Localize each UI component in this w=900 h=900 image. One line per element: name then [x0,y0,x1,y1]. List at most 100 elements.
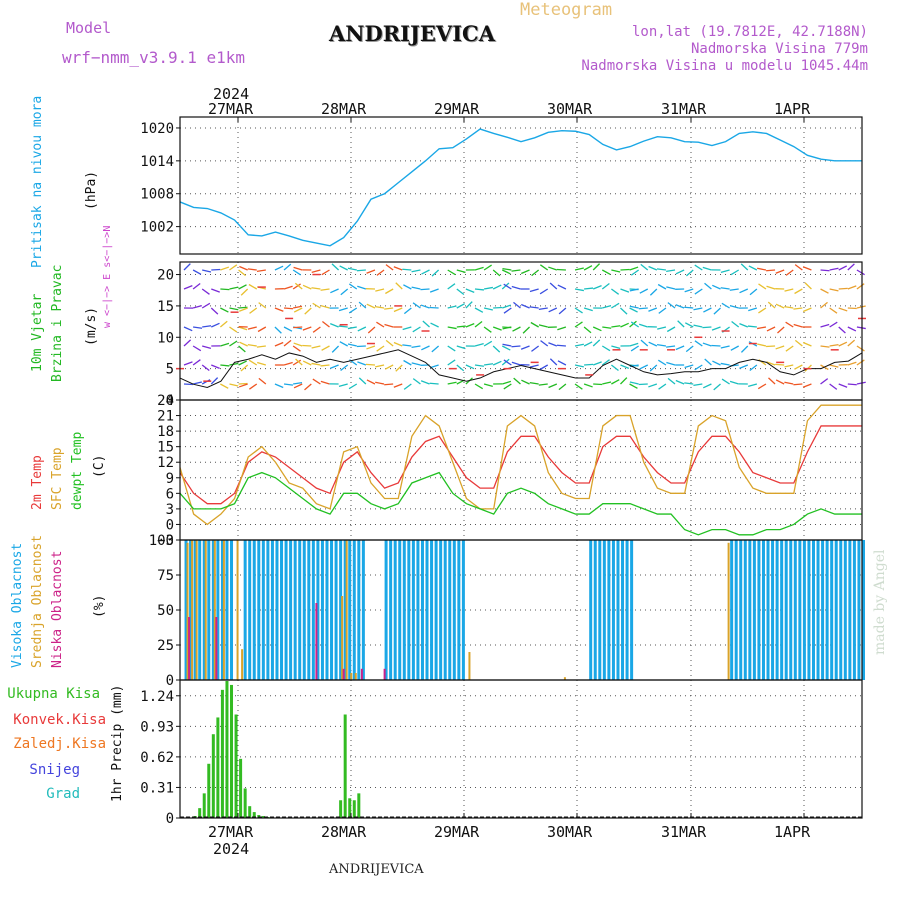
wind-arrow [465,323,475,328]
wind-arrow [229,340,238,347]
wind-arrow [793,383,803,386]
wind-arrow [758,307,767,314]
wind-arrow [311,269,321,273]
wind-arrow [574,307,583,314]
high-cloud-bar [448,540,452,680]
high-cloud-bar [275,540,279,680]
wind-arrow [847,263,855,271]
wind-arrow [640,263,649,271]
day-label-bottom: 31MAR [661,823,707,841]
wind-arrow [503,307,512,314]
high-cloud-bar [775,540,779,680]
wind-arrow [283,339,292,347]
wind-arrow [447,305,457,309]
wind-arrow [675,345,685,351]
mid-cloud-bar [222,540,225,680]
wind-arrow [856,359,865,366]
wind-arrow [629,383,638,389]
wind-arrow [447,326,457,330]
wind-arrow [402,268,412,271]
wind-arrow [611,325,621,328]
wind-arrow [720,362,730,366]
wind-arrow [557,284,567,290]
wind-arrow [375,381,385,385]
wind-arrow [483,264,492,271]
high-cloud-bar [270,540,274,680]
wind-arrow [210,377,219,385]
wind-arrow [247,326,257,330]
wind-arrow [239,307,248,312]
wind-arrow [584,287,594,290]
wind-arrow [629,320,637,328]
wind-arrow [292,345,301,352]
wind-arrow [731,320,740,328]
high-cloud-bar [430,540,434,680]
low-cloud-bar [188,617,191,680]
wind-arrow [283,307,294,310]
wind-arrow [630,345,640,352]
wind-arrow [729,288,739,291]
high-cloud-bar [852,540,856,680]
wind-arrow [502,304,511,309]
wind-arrow [704,358,712,366]
high-cloud-bar [457,540,461,680]
panel-frame [179,116,863,255]
high-cloud-bar [193,540,197,680]
year-label-bottom: 2024 [213,840,250,858]
wind-arrow [758,283,767,290]
mid-cloud-bar [186,542,189,680]
wind-arrow [429,288,439,293]
wind-arrow [856,326,866,330]
wind-arrow [777,326,785,334]
wind-arrow [393,341,403,347]
wind-arrow [192,345,202,352]
wind-arrow [775,379,785,385]
wind-arrow [630,321,640,328]
y-tick-label: 0 [166,517,174,533]
high-cloud-bar [243,540,247,680]
wind-arrow [804,282,812,290]
wind-arrow [694,264,703,271]
y-tick-label: 24 [157,393,174,409]
wind-arrow [202,345,212,349]
wind-arrow [794,264,803,271]
high-cloud-bar [793,540,797,680]
wind-arrow [356,269,366,272]
y-tick-label: 15 [157,440,174,456]
wind-arrow [357,326,367,332]
wind-arrow [730,345,740,351]
y-tick-label: 0.93 [140,719,174,735]
wind-arrow [384,307,394,310]
wind-arrow [766,269,776,272]
panel-frame [179,399,863,541]
wind-arrow [611,288,620,295]
high-cloud-bar [202,540,206,680]
wind-arrow [529,306,539,309]
wind-arrow [431,269,440,277]
wind-arrow [694,364,703,371]
wind-arrow [366,303,376,309]
wind-arrow [340,364,349,372]
wind-arrow [847,361,857,366]
wind-arrow [321,269,330,276]
y-tick-label: 1020 [140,121,174,137]
high-cloud-bar [384,540,388,680]
wind-arrow [640,339,649,347]
mid-cloud-bar [727,542,730,680]
total-precip-bar [343,714,347,818]
wind-arrow [557,326,567,331]
wind-arrow [312,378,321,385]
high-cloud-bar [248,540,252,680]
year-label-top: 2024 [213,85,250,103]
wind-arrow [511,361,521,366]
wind-arrow [574,364,584,368]
wind-arrow [667,377,676,385]
y-tick-label: 50 [157,603,174,619]
wind-arrow [684,322,694,328]
wind-arrow [794,364,803,370]
high-cloud-bar [298,540,302,680]
high-cloud-bar [211,540,215,680]
wind-arrow [183,263,191,271]
high-cloud-bar [361,540,365,680]
